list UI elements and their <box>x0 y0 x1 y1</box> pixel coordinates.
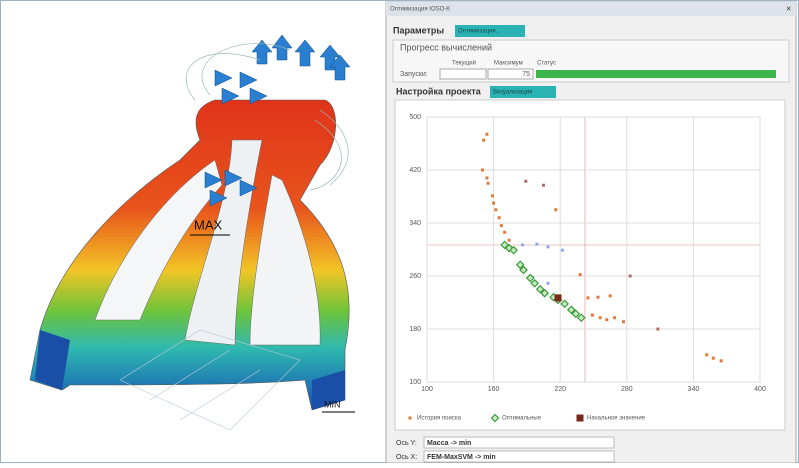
window-title: Оптимизация IOSO-K <box>390 7 450 13</box>
history-point <box>524 180 527 183</box>
history-point <box>622 320 625 323</box>
legend-marker <box>577 415 584 422</box>
history-point <box>481 169 484 172</box>
history-point <box>629 275 632 278</box>
visual-button-label: Визуализация <box>493 90 532 96</box>
history-point <box>542 184 545 187</box>
history-point <box>503 231 506 234</box>
history-point <box>579 273 582 276</box>
current-field <box>440 69 486 79</box>
history-point <box>596 296 599 299</box>
history-point <box>492 202 495 205</box>
history-point <box>498 216 501 219</box>
history-point <box>586 296 589 299</box>
history-point <box>554 208 557 211</box>
history-point <box>535 243 538 246</box>
axis-x-value: FEM-MaxSVM -> min <box>427 454 496 461</box>
tab-project[interactable]: Настройка проекта <box>396 86 482 96</box>
history-point <box>599 316 602 319</box>
axis-x-label: Ось X: <box>396 454 417 461</box>
history-point <box>546 282 549 285</box>
runs-label: Запуски: <box>400 71 428 78</box>
history-point <box>485 133 488 136</box>
col-max: Максимум <box>494 61 523 67</box>
x-tick-label: 160 <box>488 386 500 393</box>
axis-y-label: Ось Y: <box>396 440 417 447</box>
max-label: MAX <box>194 217 223 232</box>
x-tick-label: 280 <box>621 386 633 393</box>
screenshot: MAX MIN Оптимизация IOSO-K × Параметры О… <box>0 0 799 463</box>
min-label: MIN <box>324 399 341 409</box>
history-point <box>500 224 503 227</box>
x-tick-label: 340 <box>688 386 700 393</box>
history-point <box>720 359 723 362</box>
legend-label: Оптимальные <box>502 416 542 422</box>
history-point <box>491 194 494 197</box>
history-point <box>561 249 564 252</box>
y-tick-label: 180 <box>409 326 421 333</box>
history-point <box>546 245 549 248</box>
max-value: 75 <box>522 71 530 78</box>
history-point <box>591 314 594 317</box>
history-point <box>609 294 612 297</box>
history-point <box>712 357 715 360</box>
axis-y-value: Масса -> min <box>427 440 471 447</box>
col-current: Текущий <box>452 60 476 67</box>
history-point <box>485 176 488 179</box>
y-tick-label: 420 <box>409 167 421 174</box>
history-point <box>656 328 659 331</box>
initial-point <box>554 294 561 301</box>
y-tick-label: 260 <box>409 273 421 280</box>
history-point <box>705 353 708 356</box>
history-point <box>605 318 608 321</box>
close-button[interactable]: × <box>786 3 791 13</box>
history-point <box>508 239 511 242</box>
history-point <box>482 139 485 142</box>
legend-label: История поиска <box>417 416 462 422</box>
history-point <box>494 208 497 211</box>
history-point <box>521 243 524 246</box>
optimize-button-label: Оптимизация... <box>458 29 501 35</box>
col-status: Статус <box>537 61 556 67</box>
y-tick-label: 500 <box>409 114 421 121</box>
history-point <box>613 316 616 319</box>
progress-title: Прогресс вычислений <box>400 42 492 52</box>
history-point <box>487 182 490 185</box>
tab-params[interactable]: Параметры <box>393 25 444 35</box>
y-tick-label: 340 <box>409 220 421 227</box>
progress-bar <box>536 70 776 78</box>
y-tick-label: 100 <box>409 379 421 386</box>
legend-label: Начальное значение <box>587 416 646 422</box>
legend-marker <box>409 417 412 420</box>
chart-panel <box>395 100 785 430</box>
x-tick-label: 100 <box>421 386 433 393</box>
x-tick-label: 220 <box>554 386 566 393</box>
x-tick-label: 400 <box>754 386 766 393</box>
